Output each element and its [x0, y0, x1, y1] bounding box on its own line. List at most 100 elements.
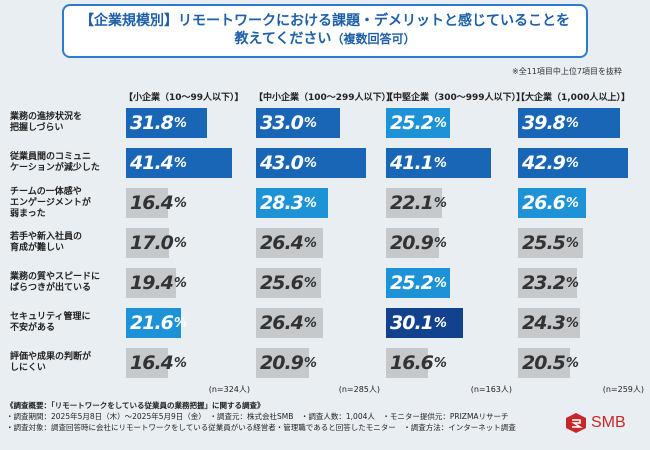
row-label-line: チームの一体感や	[10, 186, 82, 197]
bar-value: 43.0	[260, 152, 304, 174]
bar-unit: %	[565, 235, 579, 251]
smb-logo: SMB	[565, 412, 626, 434]
row-label-line: しにくい	[10, 363, 46, 373]
column-header: 【中小企業（100〜299人以下）】	[254, 93, 396, 103]
sample-size-label: (n=163人)	[470, 385, 512, 394]
data-bar: 20.5%	[518, 348, 579, 378]
bar-unit: %	[303, 155, 317, 171]
data-bar: 22.1%	[386, 188, 447, 218]
bar-value: 25.2	[390, 112, 434, 134]
bar-unit: %	[173, 155, 187, 171]
data-bar: 25.2%	[386, 268, 451, 298]
data-bar: 19.4%	[126, 268, 187, 298]
data-bar: 16.6%	[386, 348, 447, 378]
bar-value: 23.2	[522, 272, 566, 294]
bar-value: 21.6	[130, 312, 174, 334]
data-bar: 16.4%	[126, 348, 187, 378]
bar-value: 22.1	[390, 192, 434, 214]
sample-size-label: (n=324人)	[208, 385, 250, 394]
title-box: 【企業規模別】リモートワークにおける課題・デメリットと感じていることを 教えてく…	[62, 4, 588, 58]
bar-value: 25.6	[260, 272, 304, 294]
bar-unit: %	[303, 195, 317, 211]
smb-logo-icon	[566, 413, 586, 433]
bar-unit: %	[565, 275, 579, 291]
bar-unit: %	[433, 195, 447, 211]
bar-unit: %	[173, 115, 187, 131]
column-header: 【中堅企業（300〜999人以下）】	[384, 93, 526, 103]
data-bar: 33.0%	[256, 108, 341, 138]
bar-value: 41.4	[130, 152, 174, 174]
bar-value: 16.4	[130, 192, 174, 214]
note: ※全11項目中上位7項目を抜粋	[512, 67, 622, 76]
bar-value: 28.3	[260, 192, 304, 214]
data-bar: 41.4%	[126, 148, 232, 178]
bar-unit: %	[173, 195, 187, 211]
data-bar: 20.9%	[386, 228, 447, 258]
row-label: 評価や成果の判断が しにくい	[10, 352, 122, 374]
row-label: 従業員間のコミュニ ケーションが減少した	[10, 152, 122, 174]
sample-size-label: (n=259人)	[602, 385, 644, 394]
data-bar: 42.9%	[518, 148, 628, 178]
bar-value: 20.9	[260, 352, 304, 374]
bar-unit: %	[173, 275, 187, 291]
data-bar: 20.9%	[256, 348, 317, 378]
data-bar: 26.4%	[256, 308, 324, 338]
bar-unit: %	[303, 355, 317, 371]
row-label-line: 弱まった	[10, 208, 46, 219]
bar-unit: %	[303, 115, 317, 131]
data-bar: 25.6%	[256, 268, 322, 298]
row-label-line: 不安がある	[10, 323, 56, 333]
bar-value: 16.6	[390, 352, 434, 374]
row-label: 業務の進捗状況を 把握しづらい	[10, 112, 122, 134]
bar-value: 19.4	[130, 272, 174, 294]
bar-unit: %	[303, 315, 317, 331]
bar-value: 41.1	[390, 152, 434, 174]
bar-value: 30.1	[390, 312, 434, 334]
bar-unit: %	[433, 155, 447, 171]
row-label-line: 把握しづらい	[10, 123, 64, 133]
data-bar: 21.6%	[126, 308, 187, 338]
column-header: 【大企業（1,000人以上）】	[516, 93, 630, 103]
bar-unit: %	[303, 235, 317, 251]
row-label: セキュリティ管理に 不安がある	[10, 312, 122, 334]
bar-value: 25.5	[522, 232, 566, 254]
data-bar: 28.3%	[256, 188, 329, 218]
bar-value: 16.4	[130, 352, 174, 374]
row-label-line: 従業員間のコミュニ	[10, 152, 92, 162]
bar-value: 33.0	[260, 112, 304, 134]
bar-unit: %	[433, 315, 447, 331]
data-bar: 17.0%	[126, 228, 187, 258]
title-line2-small: （複数回答可）	[331, 32, 416, 46]
row-label-line: 評価や成果の判断が	[10, 352, 92, 362]
row-label: 業務の質やスピードに ばらつきが出ている	[10, 272, 122, 294]
bar-unit: %	[173, 315, 187, 331]
data-bar: 39.8%	[518, 108, 620, 138]
bar-unit: %	[565, 355, 579, 371]
bar-unit: %	[433, 115, 447, 131]
bar-unit: %	[173, 235, 187, 251]
row-label-line: 育成が難しい	[10, 243, 65, 253]
bar-unit: %	[565, 115, 579, 131]
data-bar: 26.4%	[256, 228, 324, 258]
bar-value: 20.5	[522, 352, 566, 374]
footer-line1: ・調査期間：2025年5月8日（木）〜2025年5月9日（金） ・調査元：株式会…	[6, 412, 509, 421]
row-label-line: ケーションが減少した	[10, 163, 100, 173]
row-label-line: 業務の質やスピードに	[10, 272, 101, 282]
footer-line2: ・調査対象：調査回答時に会社にリモートワークをしている従業員がいる経営者・管理職…	[6, 423, 516, 432]
title-line2-main: 教えてください	[234, 31, 332, 47]
bar-value: 24.3	[522, 312, 566, 334]
bar-unit: %	[303, 275, 317, 291]
data-bar: 26.6%	[518, 188, 586, 218]
data-bar: 43.0%	[256, 148, 366, 178]
data-bar: 25.2%	[386, 108, 451, 138]
sample-size-label: (n=285人)	[338, 385, 380, 394]
title-line2: 教えてください（複数回答可）	[64, 30, 586, 48]
data-bar: 25.5%	[518, 228, 584, 258]
data-bar: 30.1%	[386, 308, 463, 338]
bar-value: 39.8	[522, 112, 566, 134]
smb-logo-text: SMB	[591, 414, 626, 431]
row-label-line: エンゲージメントが	[10, 197, 91, 208]
bar-unit: %	[173, 355, 187, 371]
row-label: 若手や新入社員の 育成が難しい	[10, 232, 122, 254]
row-label-line: ばらつきが出ている	[10, 283, 92, 293]
